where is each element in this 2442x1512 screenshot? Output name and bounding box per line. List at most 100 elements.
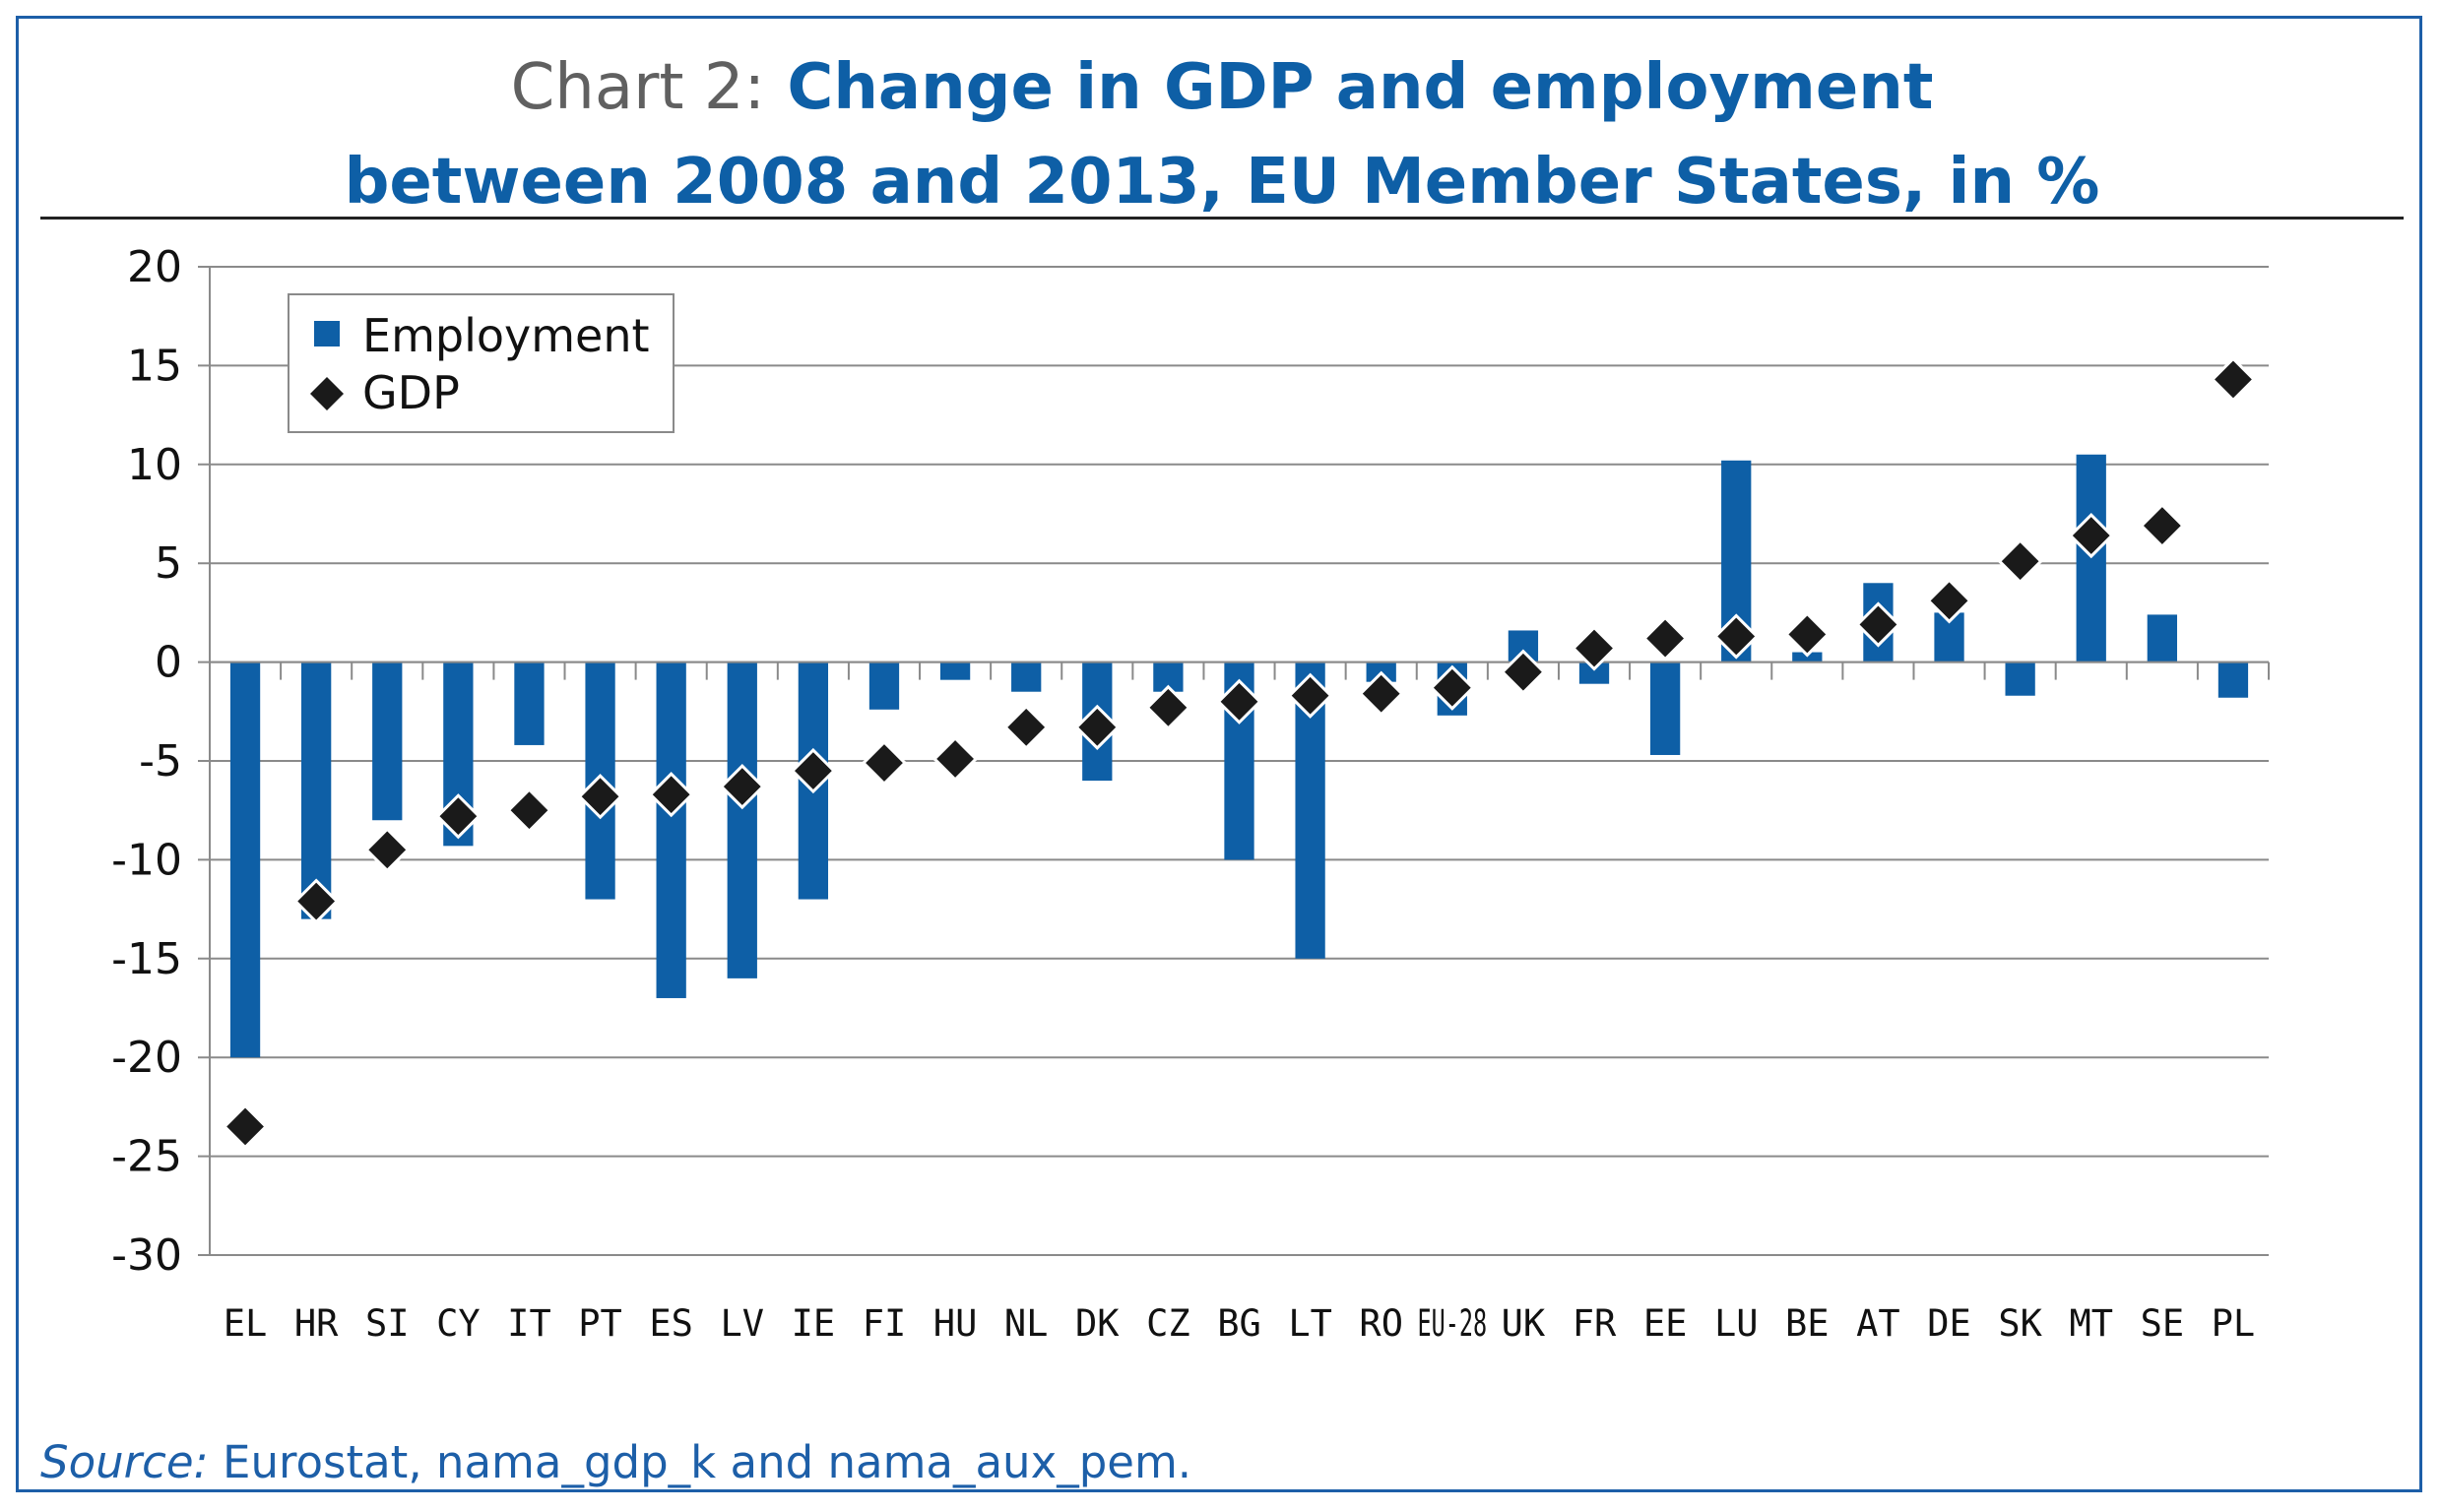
chart-frame: Chart 2: Change in GDP and employment be…: [16, 16, 2422, 1492]
gdp-marker: [861, 739, 908, 787]
gdp-marker: [1145, 684, 1191, 730]
x-category-label: EU-28: [1417, 1302, 1487, 1345]
gdp-marker: [1003, 704, 1050, 750]
gdp-marker: [1216, 678, 1262, 724]
gdp-marker: [1641, 615, 1689, 662]
y-tick-label: 5: [155, 538, 182, 589]
legend-gdp-label: GDP: [362, 366, 460, 419]
x-category-label: FI: [863, 1302, 907, 1345]
x-category-label: CZ: [1146, 1302, 1190, 1345]
gdp-marker: [435, 793, 482, 840]
gdp-marker: [790, 747, 837, 794]
x-category-label: SK: [1998, 1302, 2042, 1345]
x-category-label: SE: [2141, 1302, 2185, 1345]
chart-title-line2: between 2008 and 2013, EU Member States,…: [344, 146, 2100, 219]
gdp-marker: [293, 878, 340, 924]
y-tick-label: -30: [111, 1230, 182, 1281]
employment-bar: [2217, 662, 2249, 698]
gdp-marker: [1784, 611, 1831, 658]
legend-employment-swatch: [314, 321, 340, 346]
y-tick-label: -20: [111, 1033, 182, 1083]
gdp-marker: [2210, 356, 2257, 403]
employment-bar: [372, 662, 403, 821]
x-category-label: HR: [294, 1302, 339, 1345]
x-category-label: RO: [1359, 1302, 1403, 1345]
gdp-marker: [1429, 664, 1475, 711]
x-category-label: NL: [1004, 1302, 1049, 1345]
title-divider: [40, 217, 2404, 220]
employment-bar: [301, 662, 332, 919]
employment-bar: [727, 662, 757, 978]
x-axis-categories: EL HR SI CY IT PT ES LV IE FI HU NL DK CZ BG LT RO EU-28 U…: [224, 1302, 2255, 1345]
y-tick-label: 10: [127, 440, 182, 490]
x-category-label: UK: [1502, 1302, 1546, 1345]
y-tick-label: -10: [111, 835, 182, 885]
chart-title: Chart 2: Change in GDP and employment be…: [19, 40, 2425, 229]
employment-bar: [939, 662, 971, 680]
legend-employment-label: Employment: [362, 309, 650, 362]
x-category-label: ES: [649, 1302, 693, 1345]
x-category-label: BG: [1217, 1302, 1261, 1345]
x-category-label: LU: [1714, 1302, 1759, 1345]
source-text: Eurostat, nama_gdp_k and nama_aux_pem.: [208, 1436, 1192, 1488]
axes: [209, 267, 2270, 1255]
legend-box: [288, 293, 675, 433]
x-category-label: MT: [2069, 1302, 2113, 1345]
employment-bar: [514, 662, 545, 745]
gdp-marker: [222, 1103, 269, 1150]
gdp-marker: [577, 774, 623, 820]
gdp-marker: [364, 827, 411, 873]
gdp-marker: [1287, 672, 1333, 719]
gdp-marker: [1500, 649, 1547, 695]
x-category-label: LV: [720, 1302, 764, 1345]
gdp-marker: [1926, 578, 1972, 624]
legend-gdp-swatch: [310, 377, 344, 410]
y-tick-label: 0: [155, 638, 182, 688]
x-category-label: PT: [578, 1302, 622, 1345]
x-category-label: CY: [436, 1302, 481, 1345]
source-note: Source: Eurostat, nama_gdp_k and nama_au…: [40, 1436, 1191, 1488]
x-category-label: PL: [2212, 1302, 2256, 1345]
gdp-marker: [719, 763, 765, 810]
employment-bar: [1578, 662, 1610, 684]
x-category-label: DE: [1927, 1302, 1971, 1345]
employment-bar: [2005, 662, 2035, 696]
x-category-label: HU: [933, 1302, 978, 1345]
gdp-marker: [1855, 601, 1901, 648]
gdp-marker: [1358, 670, 1404, 717]
employment-bars: [229, 454, 2249, 1058]
x-category-label: FR: [1573, 1302, 1617, 1345]
y-tick-label: -5: [139, 736, 182, 787]
x-category-label: EL: [224, 1302, 268, 1345]
employment-bar: [1649, 662, 1681, 755]
x-category-label: AT: [1856, 1302, 1900, 1345]
chart-plot: 20 15 10 5 0 -5 -10 -15 -20 -25 -30 EL HR SI CY IT PT ES…: [111, 242, 2270, 1345]
gdp-marker: [1997, 538, 2043, 585]
y-axis-ticks: 20 15 10 5 0 -5 -10 -15 -20 -25 -30: [111, 242, 182, 1281]
legend: Employment GDP: [288, 293, 675, 433]
gdp-marker: [1571, 625, 1618, 671]
employment-bar: [656, 662, 686, 998]
gdp-marker: [2139, 502, 2185, 549]
gdp-marker: [2068, 512, 2114, 559]
chart-title-line1: Change in GDP and employment: [765, 51, 1934, 124]
employment-bar: [868, 662, 900, 710]
gdp-marker: [1713, 613, 1760, 660]
gdp-marker: [1074, 704, 1121, 750]
x-category-label: LT: [1288, 1302, 1332, 1345]
x-category-label: IE: [792, 1302, 836, 1345]
gdp-marker: [506, 788, 552, 834]
y-tick-label: 20: [127, 242, 182, 292]
x-category-label: IT: [507, 1302, 551, 1345]
y-tick-label: 15: [127, 341, 182, 391]
x-category-label: BE: [1785, 1302, 1830, 1345]
y-tick-label: -15: [111, 934, 182, 984]
employment-bar: [1011, 662, 1042, 692]
y-tick-label: -25: [111, 1132, 182, 1182]
x-category-label: DK: [1075, 1302, 1120, 1345]
employment-bar: [229, 662, 261, 1058]
gdp-marker: [648, 772, 694, 818]
source-label: Source:: [40, 1436, 209, 1488]
chart-title-prefix: Chart 2:: [510, 51, 766, 124]
gdp-markers: [222, 356, 2257, 1150]
